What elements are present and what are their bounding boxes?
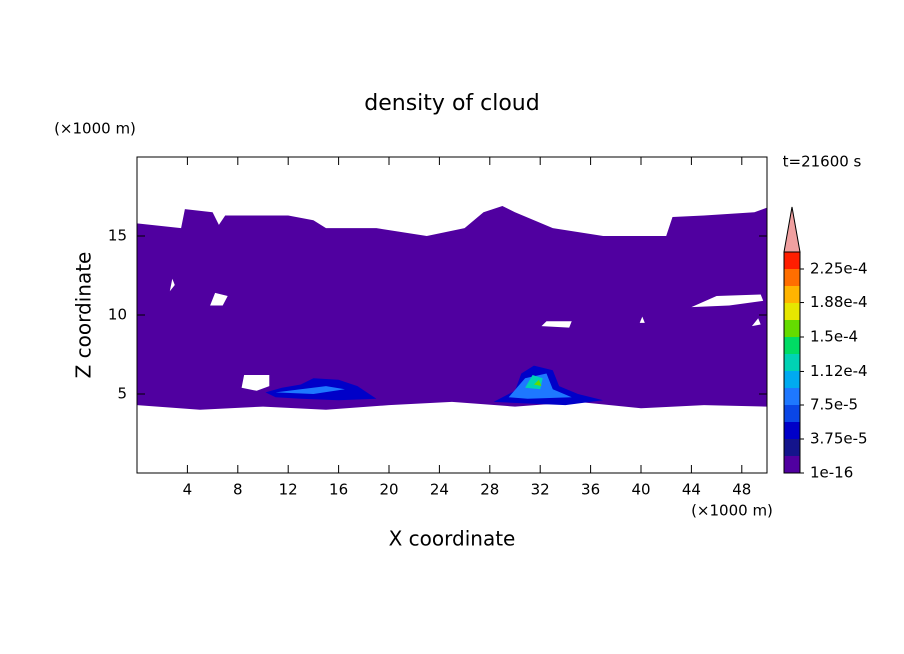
chart-title: density of cloud: [364, 91, 539, 116]
x-tick-label: 40: [631, 481, 650, 499]
y-tick-label: 5: [117, 385, 127, 403]
x-tick-label: 8: [233, 481, 243, 499]
x-tick-label: 32: [531, 481, 550, 499]
time-annotation: t=21600 s: [783, 153, 862, 171]
colorbar-band: [784, 422, 800, 439]
contour-region: [137, 206, 767, 410]
colorbar-band: [784, 320, 800, 337]
colorbar-band: [784, 269, 800, 286]
colorbar-tick-label: 1e-16: [810, 464, 853, 482]
x-tick-label: 4: [183, 481, 193, 499]
x-tick-label: 16: [329, 481, 348, 499]
colorbar-band: [784, 337, 800, 354]
colorbar-frame: [783, 251, 801, 474]
colorbar-band: [784, 388, 800, 405]
x-tick-label: 24: [430, 481, 449, 499]
colorbar-tick-label: 1.12e-4: [810, 362, 868, 380]
x-unit: (×1000 m): [691, 502, 773, 520]
contour-region: [275, 373, 572, 399]
contour-region: [525, 375, 543, 390]
x-tick-label: 36: [581, 481, 600, 499]
colorbar-band: [784, 303, 800, 320]
x-tick-label: 12: [279, 481, 298, 499]
colorbar-tick-label: 1.5e-4: [810, 328, 858, 346]
x-tick-label: 28: [480, 481, 499, 499]
colorbar-band: [784, 354, 800, 371]
y-unit: (×1000 m): [54, 120, 136, 138]
y-tick-label: 10: [108, 306, 127, 324]
colorbar-tick-label: 2.25e-4: [810, 260, 868, 278]
contour-region: [533, 379, 542, 387]
x-axis-label: X coordinate: [389, 527, 516, 551]
colorbar-band: [784, 286, 800, 303]
colorbar-tick-label: 1.88e-4: [810, 293, 868, 311]
colorbar-band: [784, 405, 800, 422]
x-tick-label: 20: [379, 481, 398, 499]
colorbar-band: [784, 252, 800, 269]
colorbar-band: [784, 371, 800, 388]
x-tick-label: 48: [732, 481, 751, 499]
colorbar-tick-label: 3.75e-5: [810, 430, 868, 448]
x-tick-label: 44: [682, 481, 701, 499]
colorbar-band: [784, 456, 800, 473]
y-tick-label: 15: [108, 227, 127, 245]
colorbar-tick-label: 7.5e-5: [810, 396, 858, 414]
colorbar-band: [784, 439, 800, 456]
y-axis-label: Z coordinate: [72, 252, 96, 379]
